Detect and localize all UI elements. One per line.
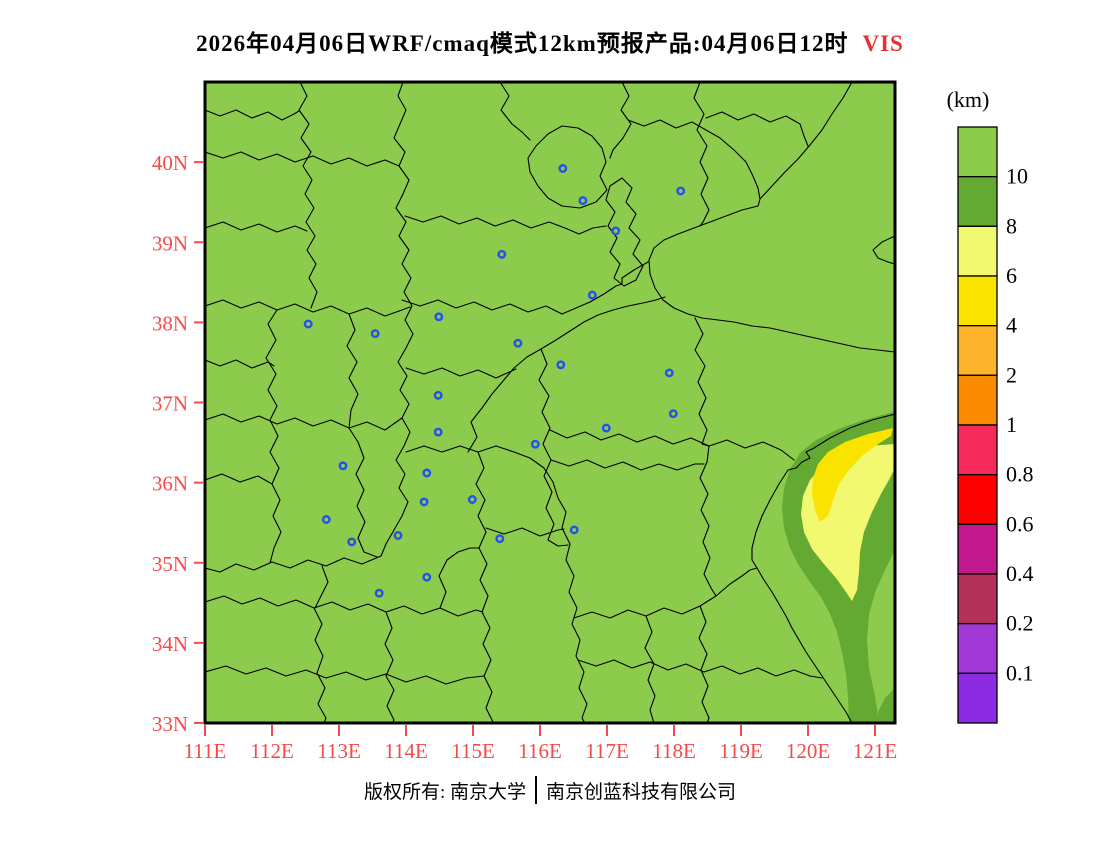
colorbar-cell [957,126,998,178]
lon-tick-label: 117E [585,739,629,763]
lat-tick-label: 33N [152,712,188,736]
city-marker [434,312,444,322]
colorbar-cell [957,176,998,227]
city-marker [497,249,507,259]
colorbar-cell [957,573,998,625]
page-title: 2026年04月06日WRF/cmaq模式12km预报产品:04月06日12时 V… [0,24,1100,58]
colorbar-cell [957,523,998,575]
city-marker [374,588,384,598]
colorbar-tick-label: 8 [1006,213,1017,238]
lat-tick-label: 37N [152,392,188,416]
footer-divider [535,776,537,804]
lon-tick-label: 113E [317,739,361,763]
colorbar-cell [957,474,998,525]
lat-tick-label: 34N [152,632,188,656]
vis-8-10-corner-region [876,688,895,723]
latitude-axis: 33N 34N 35N 36N 37N 38N 39N 40N [152,151,204,736]
colorbar-tick-label: 0.2 [1006,611,1034,636]
city-marker [676,186,686,196]
colorbar-cell [957,275,998,327]
shandong-south-coastline [751,413,895,569]
map-frame [203,80,897,725]
city-marker [530,439,540,449]
city-marker [578,196,588,206]
lat-tick-label: 35N [152,552,188,576]
city-marker [422,572,432,582]
colorbar-cell [957,325,998,376]
province-boundaries [205,82,895,723]
city-marker [422,468,432,478]
city-marker [601,423,611,433]
jiangsu-coastline [756,567,853,723]
lon-tick-label: 118E [652,739,696,763]
lon-tick-label: 111E [184,739,227,763]
vis-4-6-region [812,428,893,522]
liaodong-coastline [872,235,895,265]
title-text: 2026年04月06日WRF/cmaq模式12km预报产品:04月06日12时 [196,31,849,56]
colorbar-tick-label: 0.1 [1006,660,1034,685]
colorbar-cell [957,424,998,476]
city-marker [433,427,443,437]
copyright-footer: 版权所有: 南京大学 南京创蓝科技有限公司 [0,776,1100,804]
city-marker [668,409,678,419]
city-marker [338,461,348,471]
city-markers [303,164,686,598]
colorbar-tick-label: 0.8 [1006,462,1034,487]
colorbar-cell [957,623,998,674]
colorbar-tick-label: 0.4 [1006,561,1034,586]
city-marker [556,360,566,370]
city-marker [467,495,477,504]
city-marker [393,531,403,540]
city-marker [611,226,621,236]
city-marker [569,525,579,535]
lon-tick-label: 119E [719,739,763,763]
visibility-contours [782,412,895,723]
colorbar-tick-label: 6 [1006,263,1017,288]
city-marker [419,497,429,507]
colorbar-cell [957,225,998,277]
colorbar-unit-label: (km) [947,87,990,112]
colorbar-tick-label: 10 [1006,164,1028,189]
colorbar-tick-label: 4 [1006,313,1017,338]
city-marker [664,368,674,378]
lon-tick-label: 116E [518,739,562,763]
map-background [205,82,895,723]
title-variable: VIS [862,31,904,56]
city-marker [433,390,443,400]
colorbar-cell [957,374,998,426]
longitude-axis: 111E 112E 113E 114E 115E 116E 117E 118E 119E 120E… [184,725,897,763]
lat-tick-label: 38N [152,311,188,335]
bohai-coastline [648,205,895,353]
lon-tick-label: 114E [384,739,428,763]
lon-tick-label: 115E [451,739,495,763]
lon-tick-label: 121E [853,739,897,763]
lat-tick-label: 39N [152,231,188,255]
city-marker [303,319,313,329]
city-marker [370,329,380,339]
colorbar-tick-label: 1 [1006,412,1017,437]
colorbar: 10 8 6 4 2 1 0.8 0.6 0.4 0.2 0.1 [957,126,1034,724]
city-marker [587,290,597,300]
city-marker [513,338,523,348]
lat-tick-label: 40N [152,151,188,175]
footer-owner: 版权所有: 南京大学 [363,781,526,803]
lon-tick-label: 120E [786,739,830,763]
lon-tick-label: 112E [250,739,294,763]
lat-tick-label: 36N [152,472,188,496]
footer-company: 南京创蓝科技有限公司 [546,781,737,803]
colorbar-tick-label: 0.6 [1006,511,1034,536]
colorbar-cell [957,672,998,724]
city-marker [558,164,568,173]
city-marker [495,534,505,544]
city-marker [347,537,357,547]
city-marker [321,515,331,524]
colorbar-tick-label: 2 [1006,362,1017,387]
